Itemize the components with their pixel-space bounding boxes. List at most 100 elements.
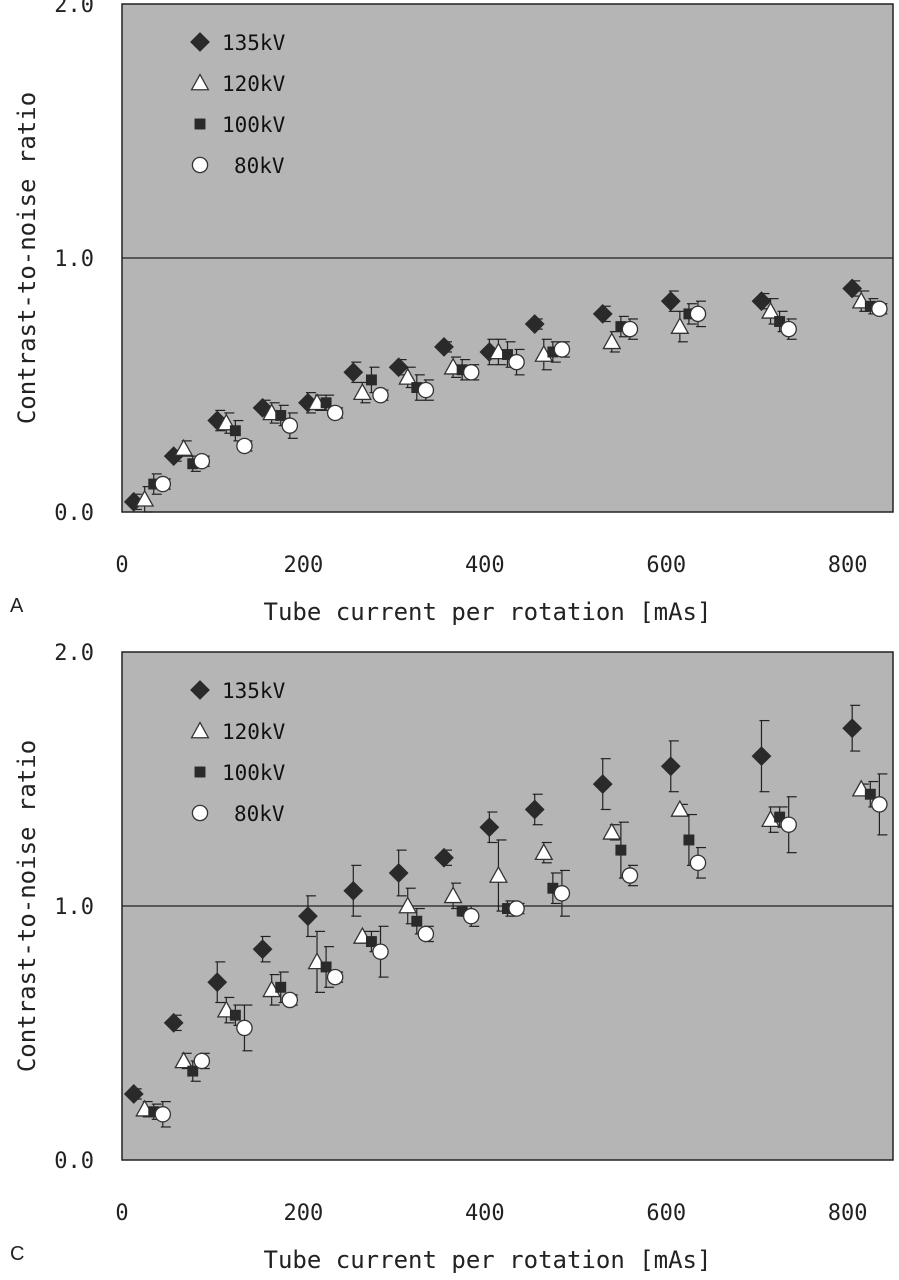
x-tick-label: 200 [284, 553, 324, 578]
series-135kV [123, 704, 863, 1104]
data-point-80kV [508, 353, 525, 371]
data-point-80kV [621, 867, 639, 884]
data-point-100kV [275, 981, 287, 993]
data-point-80kV [508, 900, 525, 917]
data-point-120kV [398, 896, 418, 914]
x-tick-label: 800 [828, 1201, 868, 1226]
data-point-100kV [187, 1065, 199, 1077]
x-tick-label: 400 [465, 1201, 505, 1226]
data-point-80kV [417, 925, 435, 943]
data-point-135kV [434, 336, 454, 357]
legend-marker-80kV [191, 156, 209, 174]
data-point-120kV [602, 822, 622, 840]
series-100kV [148, 298, 879, 495]
y-axis-label: Contrast-to-noise ratio [13, 92, 41, 424]
data-point-135kV [163, 1012, 184, 1033]
data-point-100kV [774, 316, 786, 327]
data-point-135kV [252, 939, 273, 960]
x-tick-label: 600 [646, 553, 686, 578]
data-point-100kV [615, 844, 627, 856]
panel-letter: C [10, 1243, 24, 1265]
data-point-120kV [398, 367, 418, 385]
x-tick-label: 0 [115, 553, 128, 578]
data-point-80kV [780, 320, 797, 338]
data-point-135kV [388, 357, 409, 378]
data-point-80kV [689, 854, 707, 872]
x-tick-label: 400 [465, 553, 505, 578]
data-point-80kV [689, 305, 707, 323]
legend-label: 100kV [222, 113, 286, 137]
x-tick-label: 600 [646, 1201, 686, 1226]
data-point-80kV [326, 968, 344, 986]
data-point-135kV [842, 718, 863, 739]
data-point-80kV [193, 452, 211, 470]
data-point-80kV [462, 364, 480, 381]
chart-panel-a: 0.0 1.0 2.0 0 200 400 600 800 Tube current per r… [10, 0, 894, 626]
data-point-100kV [320, 961, 332, 973]
series-100kV [148, 780, 879, 1120]
data-point-100kV [365, 936, 377, 948]
legend-label: 135kV [222, 31, 286, 55]
data-point-100kV [411, 915, 423, 927]
data-point-135kV [479, 817, 500, 838]
data-point-80kV [193, 1052, 211, 1070]
data-point-80kV [553, 885, 571, 902]
data-point-100kV [365, 374, 377, 386]
legend-label: 80kV [234, 802, 285, 826]
data-point-135kV [524, 314, 545, 334]
data-point-120kV [488, 865, 508, 883]
data-point-135kV [842, 278, 863, 299]
data-point-120kV [135, 489, 155, 507]
legend-marker-100kV [194, 118, 206, 130]
data-point-80kV [154, 1106, 172, 1123]
x-tick-label: 200 [284, 1201, 324, 1226]
data-point-100kV [683, 834, 695, 846]
data-point-120kV [670, 799, 690, 817]
x-tick-label: 800 [828, 553, 868, 578]
legend: 135kV 120kV 100kV 80kV [190, 31, 286, 178]
data-point-135kV [524, 799, 545, 820]
series-135kV [123, 278, 863, 512]
data-point-120kV [534, 842, 554, 861]
data-point-100kV [229, 1009, 241, 1021]
data-point-135kV [388, 863, 409, 883]
legend-label: 100kV [222, 761, 286, 785]
data-point-135kV [592, 303, 613, 324]
legend-marker-135kV [190, 680, 210, 700]
x-axis-label: Tube current per rotation [mAs] [264, 598, 712, 626]
data-point-135kV [207, 972, 228, 993]
data-point-80kV [621, 320, 639, 338]
legend-label: 120kV [222, 72, 286, 96]
legend-marker-120kV [190, 73, 210, 91]
data-point-135kV [751, 746, 772, 767]
legend-marker-120kV [190, 721, 210, 739]
data-point-80kV [871, 300, 888, 318]
series-80kV [154, 300, 888, 493]
data-point-80kV [372, 386, 389, 404]
y-tick-label: 1.0 [54, 247, 94, 272]
data-point-100kV [864, 788, 876, 800]
data-point-120kV [602, 332, 622, 350]
data-point-120kV [761, 301, 781, 319]
y-tick-label: 0.0 [54, 1149, 94, 1174]
chart-panel-c: 0.0 1.0 2.0 0 200 400 600 800 Tube current per r… [10, 641, 894, 1274]
data-point-80kV [236, 1019, 253, 1037]
x-tick-label: 0 [115, 1201, 128, 1226]
y-tick-label: 2.0 [54, 641, 94, 666]
data-point-80kV [326, 404, 344, 422]
data-point-100kV [275, 410, 287, 421]
data-point-135kV [660, 756, 681, 777]
data-point-120kV [443, 886, 463, 904]
data-point-80kV [281, 417, 299, 434]
data-point-80kV [462, 907, 480, 925]
y-axis-label: Contrast-to-noise ratio [13, 740, 41, 1072]
data-point-135kV [660, 291, 681, 312]
legend-label: 135kV [222, 679, 286, 703]
data-point-80kV [871, 796, 888, 813]
data-point-135kV [343, 362, 364, 383]
data-point-135kV [343, 880, 364, 901]
data-point-135kV [298, 906, 318, 927]
y-tick-label: 1.0 [54, 895, 94, 920]
data-point-80kV [236, 437, 253, 455]
